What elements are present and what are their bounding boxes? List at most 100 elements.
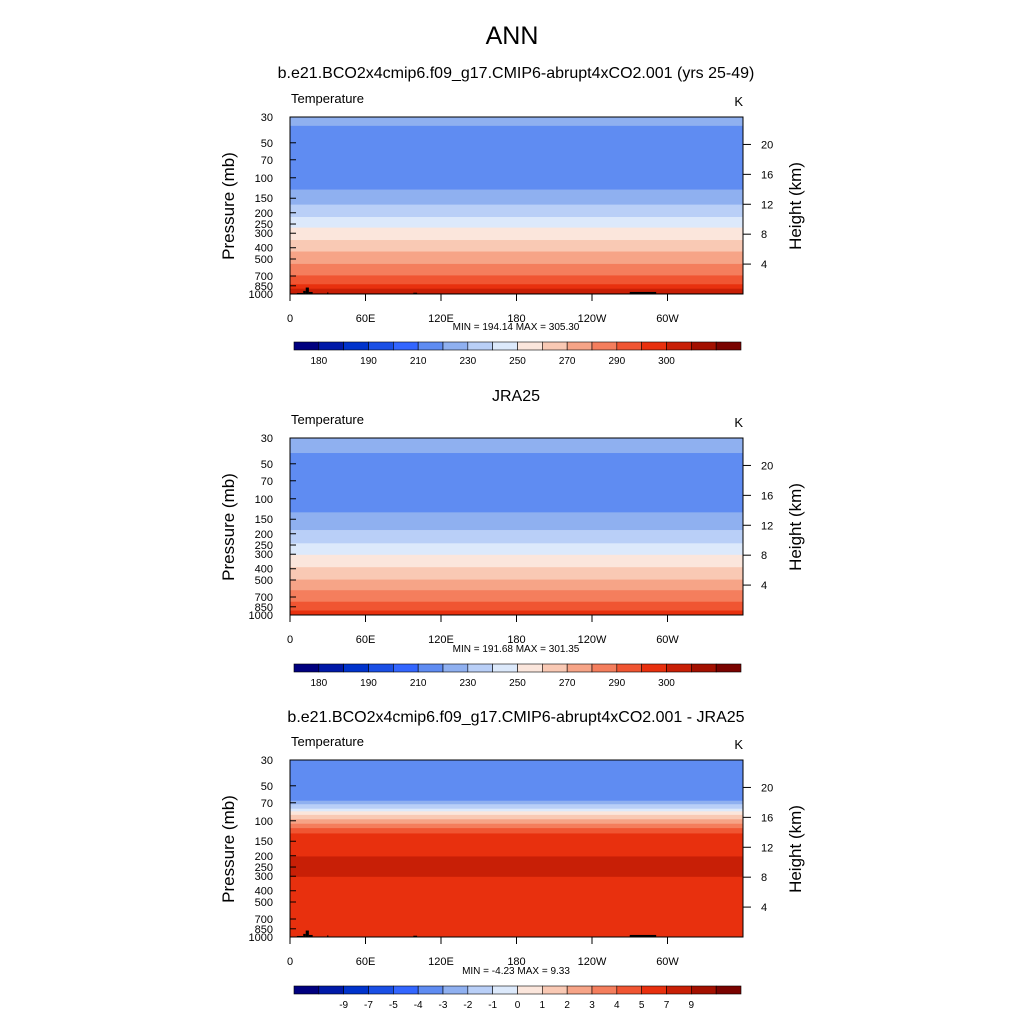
colorbar-box [393, 663, 419, 673]
x-tick-label: 120W [578, 634, 607, 646]
colorbar-box [442, 341, 469, 351]
y-tick-label: 30 [261, 112, 273, 124]
x-tick-label: 60E [356, 634, 376, 646]
colorbar-label: 2 [564, 1000, 570, 1011]
panel-3-height-axis: 4 8 12 16 20 [743, 782, 773, 914]
x-tick-label: 60E [356, 956, 376, 968]
colorbar-box [715, 341, 742, 351]
height-tick-label: 20 [761, 460, 773, 472]
y-tick-label: 700 [255, 914, 273, 926]
contour-band [290, 833, 743, 857]
contour-band [290, 760, 743, 802]
height-tick-label: 12 [761, 199, 773, 211]
colorbar-box [641, 341, 667, 351]
y-tick-label: 50 [261, 459, 273, 471]
terrain-block [296, 292, 304, 294]
contour-band [290, 453, 743, 513]
y-tick-label: 250 [255, 862, 273, 874]
y-tick-label: 70 [261, 155, 273, 167]
colorbar-label: -1 [488, 1000, 497, 1011]
y-tick-label: 850 [255, 281, 273, 293]
colorbar-box [417, 341, 444, 351]
colorbar-label: -4 [414, 1000, 423, 1011]
colorbar-box [492, 985, 518, 995]
panel-3-field-label: Temperature [291, 734, 364, 749]
colorbar-label: 230 [459, 356, 476, 367]
height-tick-label: 4 [761, 259, 767, 271]
contour-band [290, 251, 743, 265]
colorbar-label: 7 [664, 1000, 670, 1011]
contour-band [290, 275, 743, 285]
y-tick-label: 50 [261, 781, 273, 793]
colorbar-box [318, 985, 344, 995]
contour-band [290, 828, 743, 834]
contour-band [290, 590, 743, 603]
y-tick-label: 500 [255, 254, 273, 266]
y-tick-label: 100 [255, 816, 273, 828]
x-tick-label: 60W [656, 634, 679, 646]
colorbar-box [467, 985, 493, 995]
colorbar-label: 0 [515, 1000, 521, 1011]
colorbar-box [318, 341, 344, 351]
y-tick-label: 100 [255, 173, 273, 185]
colorbar-box [393, 985, 419, 995]
x-tick-label: 180 [507, 634, 525, 646]
panel-1-field-label: Temperature [291, 91, 364, 106]
y-tick-label: 300 [255, 228, 273, 240]
colorbar-box [442, 663, 469, 673]
contour-band [290, 856, 743, 878]
colorbar-box [542, 663, 568, 673]
colorbar-label: 180 [310, 678, 327, 689]
panel-3-terrain [296, 930, 657, 937]
terrain-block [303, 933, 306, 937]
contour-band [290, 876, 743, 938]
x-tick-label: 120W [578, 313, 607, 325]
height-tick-label: 4 [761, 902, 767, 914]
contour-band [290, 800, 743, 805]
colorbar-box [666, 663, 692, 673]
colorbar-box [492, 663, 518, 673]
colorbar-label: -5 [389, 1000, 398, 1011]
colorbar-label: 3 [589, 1000, 595, 1011]
y-tick-label: 1000 [249, 932, 273, 944]
height-tick-label: 16 [761, 490, 773, 502]
y-tick-label: 850 [255, 602, 273, 614]
colorbar-box [616, 985, 642, 995]
panel-3-contour-field [290, 760, 743, 938]
colorbar-box [641, 985, 667, 995]
height-tick-label: 12 [761, 520, 773, 532]
colorbar-box [343, 985, 369, 995]
y-tick-label: 70 [261, 798, 273, 810]
colorbar-label: 230 [459, 678, 476, 689]
colorbar-box [393, 341, 419, 351]
x-tick-label: 180 [507, 313, 525, 325]
colorbar-box [517, 985, 543, 995]
panel-2-min-max: MIN = 191.68 MAX = 301.35 [453, 644, 580, 655]
panel-2-units-label: K [734, 415, 743, 430]
colorbar-box [492, 341, 518, 351]
colorbar-box [368, 985, 394, 995]
height-tick-label: 8 [761, 872, 767, 884]
height-tick-label: 16 [761, 169, 773, 181]
y-tick-label: 30 [261, 433, 273, 445]
colorbar-box [542, 341, 568, 351]
colorbar-box [715, 985, 742, 995]
x-tick-label: 120W [578, 956, 607, 968]
panel-3-min-max: MIN = -4.23 MAX = 9.33 [462, 966, 570, 977]
y-tick-label: 400 [255, 886, 273, 898]
panel-1-terrain [296, 287, 657, 294]
colorbar-label: 300 [658, 678, 675, 689]
x-tick-label: 120E [428, 313, 454, 325]
terrain-block [308, 934, 313, 937]
contour-band [290, 808, 743, 812]
colorbar-box [715, 663, 742, 673]
contour-band [290, 263, 743, 276]
height-tick-label: 12 [761, 842, 773, 854]
panel-3-units-label: K [734, 737, 743, 752]
colorbar-box [542, 985, 568, 995]
y-tick-label: 150 [255, 836, 273, 848]
y-tick-label: 70 [261, 476, 273, 488]
contour-band [290, 438, 743, 454]
